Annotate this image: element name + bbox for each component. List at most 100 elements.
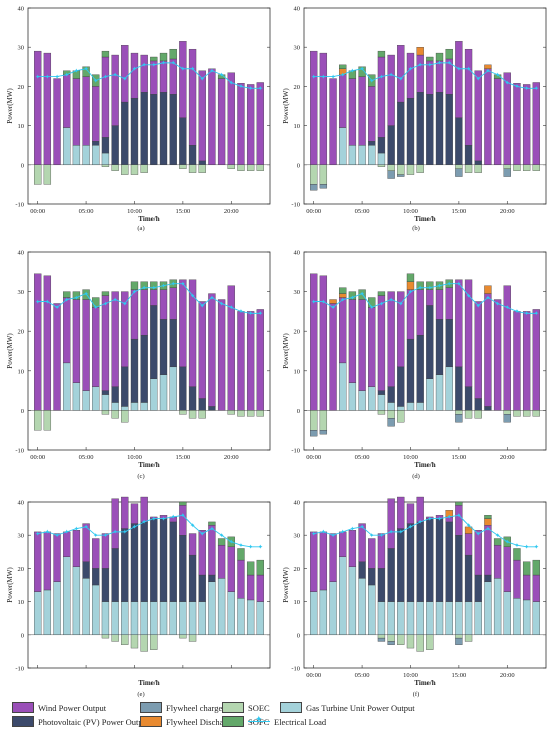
load-point: ✦ bbox=[350, 525, 356, 533]
bar-fly-discharge bbox=[464, 526, 473, 534]
bar-gas bbox=[198, 601, 206, 635]
bar-pv bbox=[111, 386, 119, 403]
bar-gas bbox=[513, 598, 521, 635]
bar-soec bbox=[532, 164, 540, 171]
bar-pv bbox=[179, 366, 187, 411]
y-tick-label: 10 bbox=[18, 123, 25, 130]
bar-gas bbox=[92, 386, 100, 411]
load-point: ✦ bbox=[112, 71, 118, 79]
bar-soec bbox=[522, 164, 531, 171]
bar-gas bbox=[310, 591, 318, 635]
bar-pv bbox=[416, 92, 424, 165]
bar-gas bbox=[130, 402, 139, 411]
bar-gas bbox=[358, 145, 366, 165]
load-point: ✦ bbox=[321, 298, 327, 306]
legend-swatch-load bbox=[248, 714, 270, 727]
bar-soec bbox=[111, 634, 119, 642]
bar-wind bbox=[101, 295, 110, 391]
load-point: ✦ bbox=[417, 518, 423, 526]
bar-pv bbox=[387, 386, 395, 403]
load-point: ✦ bbox=[93, 532, 99, 540]
y-tick-label: 0 bbox=[297, 408, 300, 415]
bar-sofc bbox=[377, 50, 386, 58]
plot-frame bbox=[303, 501, 547, 669]
x-tick-label: 20:00 bbox=[224, 208, 239, 215]
bar-soec bbox=[377, 410, 386, 415]
load-point: ✦ bbox=[209, 525, 215, 533]
bar-wind bbox=[53, 303, 61, 411]
bar-pv bbox=[159, 92, 168, 165]
plot-frame bbox=[303, 251, 547, 451]
bar-fly-charge bbox=[455, 168, 463, 177]
bar-pv bbox=[169, 319, 177, 368]
bar-soec bbox=[237, 410, 245, 417]
y-tick-label: 0 bbox=[21, 408, 24, 415]
load-point: ✦ bbox=[248, 310, 254, 318]
load-point: ✦ bbox=[103, 300, 109, 308]
bar-wind bbox=[217, 544, 226, 579]
y-tick-label: 40 bbox=[294, 250, 301, 257]
panel-label: (b) bbox=[412, 225, 420, 232]
bar-wind bbox=[319, 531, 328, 591]
bar-soec bbox=[198, 164, 206, 173]
bar-wind bbox=[319, 275, 328, 411]
legend-item-soec: SOEC bbox=[222, 702, 270, 713]
bar-soec bbox=[397, 410, 405, 423]
bar-soec bbox=[140, 634, 148, 652]
bar-soec bbox=[43, 164, 52, 185]
load-point: ✦ bbox=[485, 525, 491, 533]
bar-soec bbox=[101, 634, 110, 639]
load-point: ✦ bbox=[64, 296, 70, 304]
load-point: ✦ bbox=[258, 543, 264, 551]
y-tick-label: 40 bbox=[294, 6, 301, 13]
bar-gas bbox=[416, 601, 424, 635]
bar-wind bbox=[397, 496, 405, 529]
bar-gas bbox=[532, 601, 540, 635]
panel-label: (a) bbox=[137, 225, 144, 232]
bar-fly-charge bbox=[387, 641, 395, 645]
bar-soec bbox=[474, 164, 482, 173]
bar-wind bbox=[484, 293, 492, 407]
load-point: ✦ bbox=[190, 65, 196, 73]
y-tick-label: 10 bbox=[18, 368, 25, 375]
bar-wind bbox=[53, 533, 61, 582]
load-point: ✦ bbox=[456, 65, 462, 73]
legend-item-wind: Wind Power Output bbox=[12, 702, 106, 713]
load-point: ✦ bbox=[54, 73, 60, 81]
bar-sofc bbox=[130, 281, 139, 290]
bar-wind bbox=[72, 299, 81, 383]
bar-pv bbox=[435, 518, 444, 602]
bar-wind bbox=[464, 533, 473, 556]
bar-wind bbox=[63, 74, 71, 128]
load-point: ✦ bbox=[258, 85, 264, 93]
load-point: ✦ bbox=[379, 73, 385, 81]
load-point: ✦ bbox=[359, 65, 365, 73]
y-tick-label: 30 bbox=[18, 533, 25, 540]
load-point: ✦ bbox=[219, 71, 225, 79]
bar-wind bbox=[406, 289, 415, 340]
bar-wind bbox=[227, 546, 235, 592]
bar-sofc bbox=[493, 538, 502, 546]
x-tick-label: 20:00 bbox=[500, 454, 515, 461]
bar-wind bbox=[493, 299, 502, 411]
bar-pv bbox=[368, 141, 376, 146]
bar-soec bbox=[246, 164, 255, 171]
bar-wind bbox=[246, 84, 255, 165]
bar-wind bbox=[111, 54, 119, 126]
bar-wind bbox=[43, 52, 52, 165]
load-point: ✦ bbox=[170, 280, 176, 288]
bar-soec bbox=[464, 410, 473, 419]
bar-sofc bbox=[377, 291, 386, 296]
bar-gas bbox=[377, 394, 386, 411]
legend-label-fly-discharge: Flywheel Discharge bbox=[166, 716, 235, 727]
legend-swatch-soec bbox=[222, 702, 244, 713]
bar-wind bbox=[348, 299, 357, 383]
load-point: ✦ bbox=[93, 304, 99, 312]
load-point: ✦ bbox=[379, 300, 385, 308]
x-axis-label: Time/h bbox=[414, 679, 435, 687]
bar-wind bbox=[208, 293, 216, 407]
bar-wind bbox=[256, 574, 264, 602]
y-tick-label: 30 bbox=[294, 45, 301, 52]
y-tick-label: 30 bbox=[18, 45, 25, 52]
